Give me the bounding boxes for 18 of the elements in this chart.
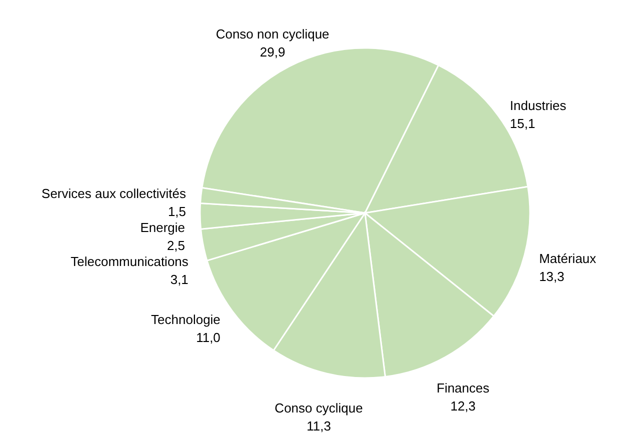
data-label: 11,3 bbox=[306, 418, 331, 434]
data-label: 11,0 bbox=[196, 330, 220, 346]
data-label: 1,5 bbox=[168, 204, 186, 219]
slice-label: Matériaux bbox=[539, 250, 597, 266]
data-label: 12,3 bbox=[450, 398, 476, 414]
data-label: 15,1 bbox=[510, 116, 536, 132]
slice-label: Services aux collectivités bbox=[42, 186, 187, 201]
data-label: 29,9 bbox=[260, 44, 286, 60]
slice-label: Conso non cyclique bbox=[216, 26, 330, 42]
data-label: 13,3 bbox=[539, 268, 564, 284]
slice-label: Energie bbox=[140, 220, 186, 235]
slice-label: Technologie bbox=[151, 312, 220, 328]
data-label: 2,5 bbox=[166, 238, 186, 253]
slice-label: Telecommunications bbox=[70, 254, 189, 269]
slice-label: Conso cyclique bbox=[274, 400, 363, 416]
data-label: 3,1 bbox=[170, 272, 188, 287]
slice-label: Industries bbox=[510, 98, 567, 114]
slice-label: Finances bbox=[436, 380, 490, 396]
